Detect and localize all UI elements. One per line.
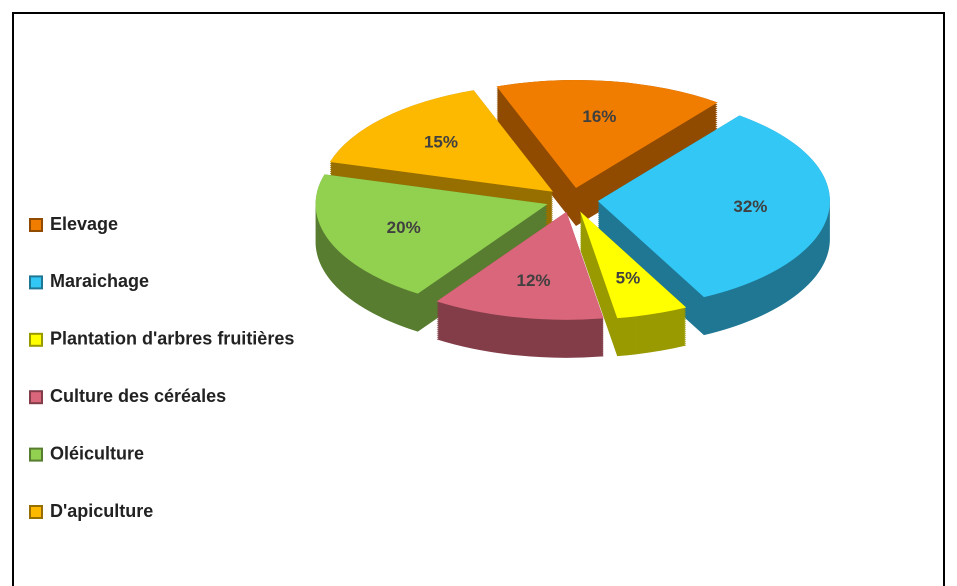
slice xyxy=(315,174,548,294)
legend-marker xyxy=(29,275,43,290)
legend-marker xyxy=(29,447,43,462)
data-label: 15% xyxy=(424,133,458,152)
legend-label: Plantation d'arbres fruitières xyxy=(50,329,294,349)
legend-marker xyxy=(29,218,43,232)
slice xyxy=(597,115,830,298)
data-label: 12% xyxy=(517,271,551,290)
data-label: 20% xyxy=(387,218,421,237)
chart-border xyxy=(12,12,945,586)
data-label: 5% xyxy=(616,269,641,288)
slice xyxy=(580,211,687,319)
legend-label: D'apiculture xyxy=(50,501,153,521)
slice xyxy=(436,211,604,320)
legend-label: Culture des céréales xyxy=(50,386,226,406)
legend-marker xyxy=(29,390,43,405)
legend-marker xyxy=(29,332,43,347)
legend-label: Elevage xyxy=(50,214,118,234)
slice xyxy=(329,90,553,192)
legend-marker xyxy=(29,505,43,519)
slice xyxy=(496,80,718,189)
data-label: 16% xyxy=(582,107,616,126)
data-label: 32% xyxy=(733,197,767,216)
legend-label: Oléiculture xyxy=(50,443,144,463)
legend-label: Maraichage xyxy=(50,271,149,291)
